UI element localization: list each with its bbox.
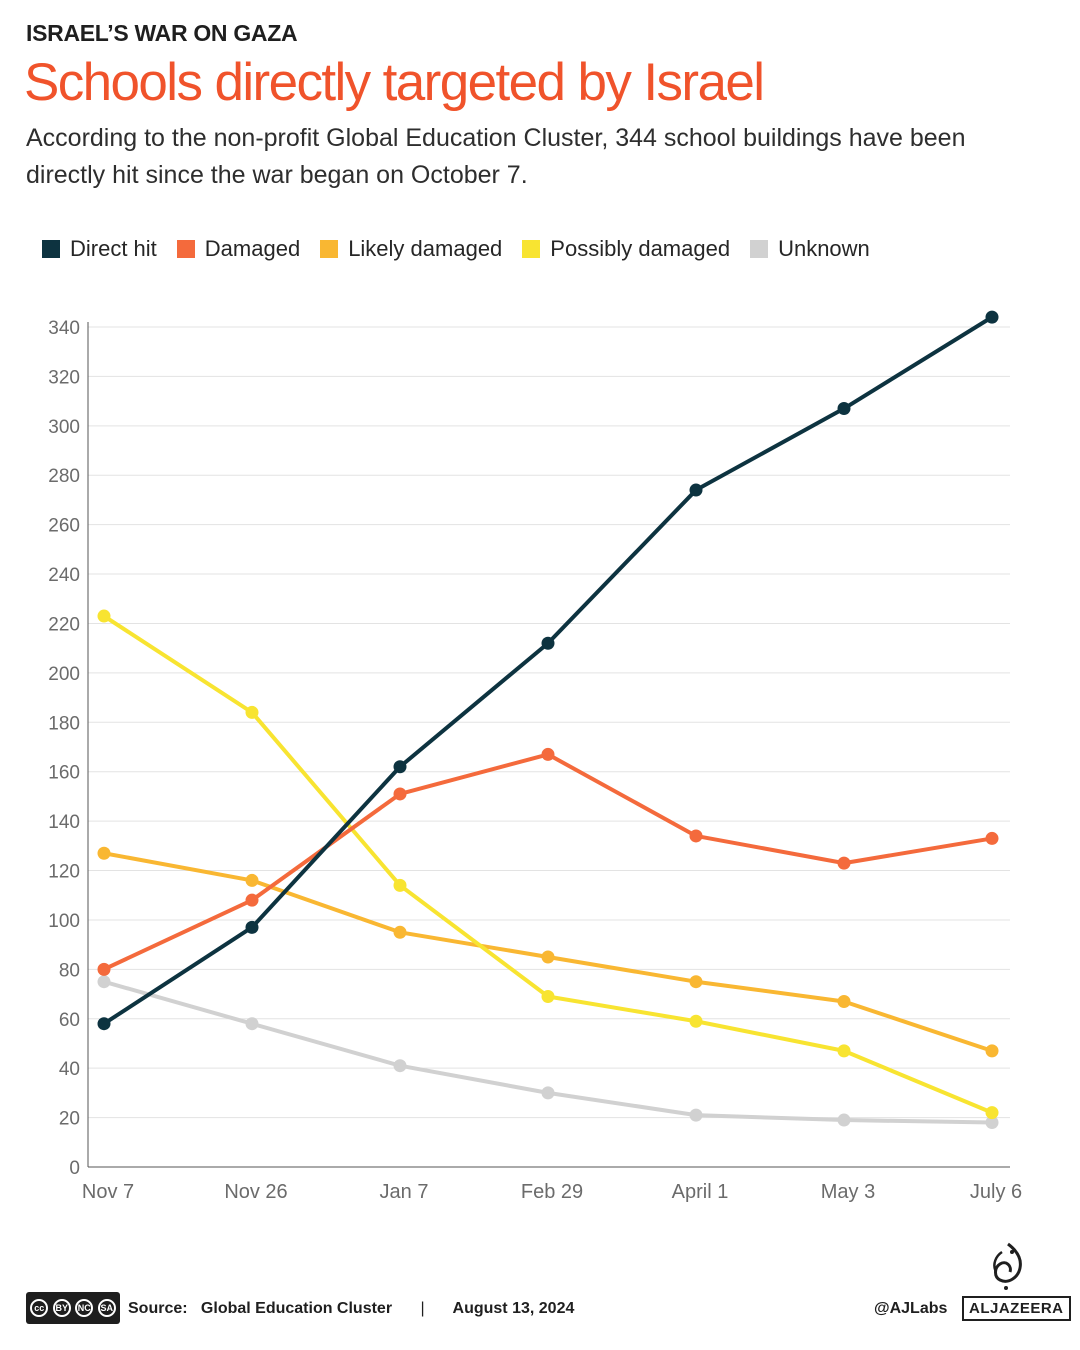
data-point-damaged (689, 829, 703, 843)
y-tick-label: 100 (48, 911, 80, 932)
data-point-damaged (837, 856, 851, 870)
legend-swatch (320, 240, 339, 258)
data-point-unknown (97, 975, 111, 989)
y-tick-label: 280 (48, 466, 80, 487)
ajlabs-handle: @AJLabs (874, 1300, 948, 1317)
legend-swatch (522, 240, 541, 258)
data-point-likely-damaged (97, 846, 111, 860)
data-point-damaged (393, 787, 407, 801)
page-title: Schools directly targeted by Israel (24, 53, 765, 112)
data-point-unknown (837, 1113, 851, 1127)
source-label: Source: (128, 1300, 188, 1317)
x-tick-label: Feb 29 (521, 1181, 583, 1203)
y-tick-label: 20 (59, 1109, 80, 1130)
legend-item-direct-hit: Direct hit (42, 236, 157, 262)
data-point-direct-hit (541, 636, 555, 650)
data-point-direct-hit (689, 483, 703, 497)
legend-item-damaged: Damaged (176, 236, 301, 262)
legend-item-likely-damaged: Likely damaged (320, 236, 502, 262)
legend-swatch (750, 240, 769, 258)
cc-sa-icon: SA (97, 1299, 116, 1317)
y-tick-label: 200 (48, 664, 80, 685)
data-point-damaged (97, 962, 111, 976)
y-tick-label: 120 (48, 862, 80, 883)
creative-commons-icon: cc BY NC SA (26, 1292, 120, 1324)
y-tick-label: 240 (48, 565, 80, 586)
kicker: ISRAEL’S WAR ON GAZA (26, 20, 298, 46)
series-line-direct-hit (102, 315, 994, 1026)
y-tick-label: 80 (59, 960, 80, 981)
source-line: Source: Global Education Cluster | Augus… (128, 1300, 574, 1318)
x-tick-label: Nov 7 (82, 1181, 134, 1203)
y-tick-label: 60 (59, 1010, 80, 1031)
y-tick-label: 300 (48, 417, 80, 438)
data-point-likely-damaged (837, 994, 851, 1008)
y-tick-label: 320 (48, 367, 80, 388)
aljazeera-logo: ALJAZEERA (962, 1296, 1071, 1321)
data-point-direct-hit (837, 402, 851, 416)
y-tick-label: 140 (48, 812, 80, 833)
legend-label: Unknown (778, 236, 870, 261)
cc-by-icon: BY (52, 1299, 71, 1317)
y-tick-label: 40 (59, 1059, 80, 1080)
cc-icon: cc (30, 1299, 49, 1317)
aljazeera-emblem-icon (993, 1242, 1022, 1290)
data-point-possibly-damaged (541, 990, 555, 1004)
footer: cc BY NC SA Source: Global Education Clu… (26, 1292, 1071, 1336)
data-point-unknown (245, 1017, 259, 1031)
data-point-direct-hit (393, 760, 407, 774)
cc-nc-icon: NC (75, 1299, 94, 1317)
data-point-likely-damaged (541, 950, 555, 964)
subtitle: According to the non-profit Global Educa… (26, 124, 966, 189)
data-point-unknown (393, 1059, 407, 1073)
data-point-damaged (985, 831, 999, 845)
data-point-possibly-damaged (97, 609, 111, 623)
legend-item-unknown: Unknown (750, 236, 870, 262)
y-tick-label: 220 (48, 614, 80, 635)
x-tick-label: May 3 (821, 1181, 875, 1203)
data-point-possibly-damaged (393, 878, 407, 892)
separator: | (420, 1300, 425, 1317)
data-point-possibly-damaged (985, 1106, 999, 1120)
legend-swatch (42, 240, 60, 258)
data-point-possibly-damaged (837, 1044, 851, 1058)
legend-swatch (176, 240, 195, 258)
line-chart: 0 20 40 60 80 100 120 140 160 180 200 220 240 260 280 3… (48, 310, 1022, 1203)
data-point-possibly-damaged (245, 705, 259, 719)
data-point-unknown (985, 1116, 999, 1130)
data-point-direct-hit (985, 310, 999, 324)
data-point-likely-damaged (689, 975, 703, 989)
data-point-likely-damaged (245, 873, 259, 887)
legend-item-possibly-damaged: Possibly damaged (522, 236, 730, 262)
data-point-unknown (689, 1108, 703, 1122)
data-point-unknown (541, 1086, 555, 1100)
y-tick-label: 0 (69, 1158, 80, 1179)
data-point-direct-hit (245, 920, 259, 934)
x-tick-label: Nov 26 (224, 1181, 287, 1203)
y-tick-label: 180 (48, 713, 80, 734)
y-tick-label: 260 (48, 516, 80, 537)
series-line-possibly-damaged (102, 614, 994, 1115)
y-tick-label: 160 (48, 763, 80, 784)
data-point-damaged (245, 893, 259, 907)
y-tick-label: 340 (48, 318, 80, 339)
data-point-likely-damaged (985, 1044, 999, 1058)
data-point-possibly-damaged (689, 1014, 703, 1028)
data-point-damaged (541, 747, 555, 761)
legend-label: Possibly damaged (550, 236, 731, 261)
legend-label: Damaged (204, 236, 301, 261)
data-point-direct-hit (97, 1017, 111, 1031)
x-tick-label: July 6 (970, 1181, 1022, 1203)
data-point-likely-damaged (393, 925, 407, 939)
x-tick-label: April 1 (672, 1181, 729, 1203)
source-name: Global Education Cluster (200, 1300, 393, 1317)
legend: Direct hit Damaged Likely damaged Possib… (42, 236, 890, 262)
publish-date: August 13, 2024 (452, 1300, 575, 1317)
x-tick-label: Jan 7 (380, 1181, 429, 1203)
legend-label: Likely damaged (348, 236, 503, 261)
legend-label: Direct hit (70, 236, 157, 261)
